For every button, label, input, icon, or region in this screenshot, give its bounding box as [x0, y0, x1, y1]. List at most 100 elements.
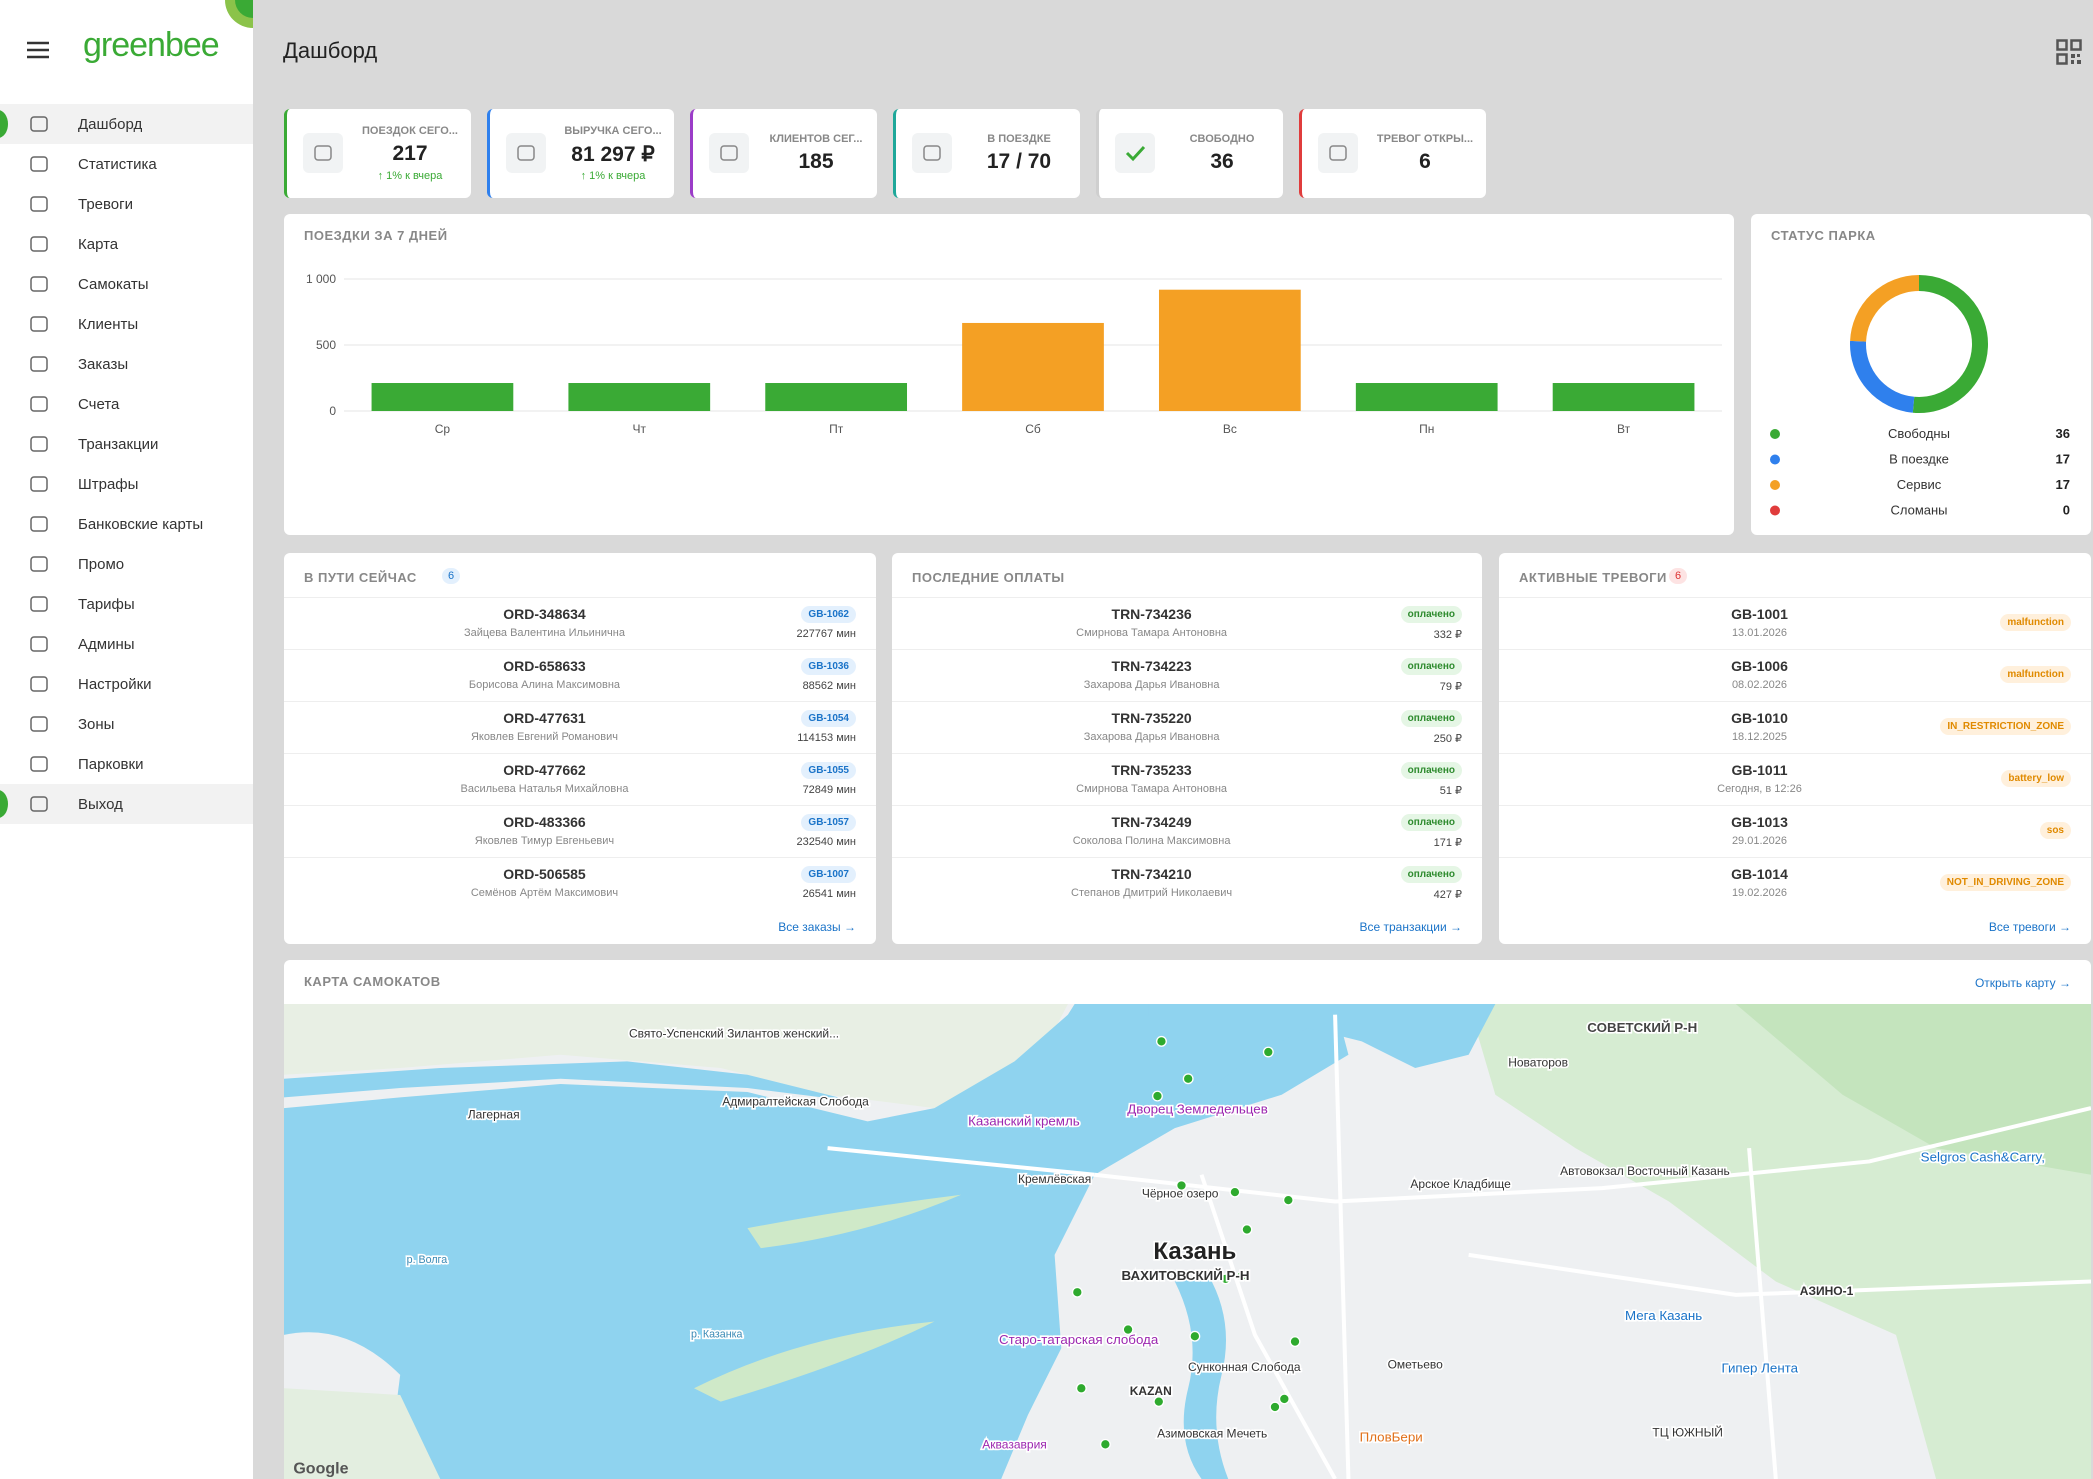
scooter-dot[interactable]	[1236, 1270, 1248, 1282]
nav-item[interactable]: Самокаты	[0, 264, 253, 304]
kpi-card[interactable]: КЛИЕНТОВ СЕГ... 185	[690, 109, 877, 198]
scooter-dot[interactable]	[1262, 1046, 1274, 1058]
scooter-dot[interactable]	[1282, 1194, 1294, 1206]
bar[interactable]	[1552, 383, 1695, 411]
list-row[interactable]: GB-1013 29.01.2026 sos	[1499, 805, 2091, 857]
legend-label: Сервис	[1897, 477, 1942, 492]
scooter-dot[interactable]	[1151, 1090, 1163, 1102]
scooter-dot[interactable]	[1099, 1438, 1111, 1450]
list-row[interactable]: ORD-658633 Борисова Алина Максимовна GB-10…	[284, 649, 876, 701]
list-row[interactable]: TRN-735220 Захарова Дарья Ивановна оплачен…	[892, 701, 1482, 753]
nav-item[interactable]: Выход	[0, 784, 253, 824]
donut-segment[interactable]	[1850, 275, 1920, 342]
donut-segment[interactable]	[1912, 275, 1988, 413]
nav-item[interactable]: Транзакции	[0, 424, 253, 464]
kpi-label: В ПОЕЗДКЕ	[987, 133, 1051, 145]
map-label: Автовокзал Восточный Казань	[1560, 1164, 1730, 1178]
nav-item[interactable]: Штрафы	[0, 464, 253, 504]
qr-button[interactable]	[2056, 39, 2082, 65]
view-all-link[interactable]: Все тревоги →	[1988, 920, 2071, 934]
kpi-icon	[506, 133, 546, 173]
nav-label: Банковские карты	[78, 516, 204, 533]
list-row[interactable]: ORD-477662 Васильева Наталья Михайловна GB…	[284, 753, 876, 805]
view-all-link[interactable]: Все заказы →	[778, 920, 856, 934]
nav-item[interactable]: Тревоги	[0, 184, 253, 224]
nav-item[interactable]: Админы	[0, 624, 253, 664]
donut-segment[interactable]	[1850, 340, 1915, 413]
list-row[interactable]: GB-1011 Сегодня, в 12:26 battery_low	[1499, 753, 2091, 805]
map-label: ТЦ ЮЖНЫЙ	[1652, 1424, 1722, 1439]
bar[interactable]	[1355, 383, 1498, 411]
list-row[interactable]: TRN-734223 Захарова Дарья Ивановна оплачен…	[892, 649, 1482, 701]
nav-icon	[30, 796, 48, 812]
list-row[interactable]: TRN-735233 Смирнова Тамара Антоновна оплач…	[892, 753, 1482, 805]
kpi-card[interactable]: ПОЕЗДОК СЕГО... 217 ↑ 1% к вчера	[284, 109, 471, 198]
scooter-dot[interactable]	[1182, 1073, 1194, 1085]
row-id: GB-1014	[1731, 866, 1788, 882]
scooter-dot[interactable]	[1269, 1401, 1281, 1413]
nav-item[interactable]: Статистика	[0, 144, 253, 184]
scooter-dot[interactable]	[1153, 1396, 1165, 1408]
scooter-dot[interactable]	[1122, 1324, 1134, 1336]
logo[interactable]: greenbee	[83, 26, 220, 64]
kpi-card[interactable]: ТРЕВОГ ОТКРЫ... 6	[1299, 109, 1486, 198]
nav-item[interactable]: Тарифы	[0, 584, 253, 624]
list-row[interactable]: GB-1006 08.02.2026 malfunction	[1499, 649, 2091, 701]
kpi-card[interactable]: ВЫРУЧКА СЕГО... 81 297 ₽ ↑ 1% к вчера	[487, 109, 674, 198]
row-extra: 232540 мин	[796, 836, 856, 848]
scooter-dot[interactable]	[1075, 1382, 1087, 1394]
list-row[interactable]: GB-1014 19.02.2026 NOT_IN_DRIVING_ZONE	[1499, 857, 2091, 909]
list-row[interactable]: ORD-477631 Яковлев Евгений Романович GB-10…	[284, 701, 876, 753]
row-sub: Сегодня, в 12:26	[1717, 783, 1802, 795]
list-row[interactable]: GB-1001 13.01.2026 malfunction	[1499, 597, 2091, 649]
view-all-link[interactable]: Все транзакции →	[1359, 920, 1462, 934]
panel-title: КАРТА САМОКАТОВ	[304, 974, 441, 989]
scooter-dot[interactable]	[1220, 1273, 1232, 1285]
nav-item[interactable]: Карта	[0, 224, 253, 264]
nav-item[interactable]: Заказы	[0, 344, 253, 384]
list-row[interactable]: ORD-483366 Яковлев Тимур Евгеньевич GB-105…	[284, 805, 876, 857]
nav-label: Заказы	[78, 356, 129, 373]
kpi-card[interactable]: СВОБОДНО 36	[1096, 109, 1283, 198]
nav-item[interactable]: Настройки	[0, 664, 253, 704]
scooter-dot[interactable]	[1071, 1286, 1083, 1298]
scooter-dot[interactable]	[1155, 1035, 1167, 1047]
scooter-dot[interactable]	[1189, 1330, 1201, 1342]
bar[interactable]	[568, 383, 711, 411]
list-row[interactable]: TRN-734210 Степанов Дмитрий Николаевич опл…	[892, 857, 1482, 909]
bar[interactable]	[962, 322, 1104, 411]
menu-button[interactable]	[26, 40, 50, 60]
row-extra: 250 ₽	[1433, 733, 1462, 745]
scooter-dot[interactable]	[1176, 1179, 1187, 1191]
nav-item[interactable]: Банковские карты	[0, 504, 253, 544]
icon-shape	[30, 596, 48, 612]
scooter-dot[interactable]	[1229, 1186, 1241, 1198]
list-row[interactable]: TRN-734236 Смирнова Тамара Антоновна оплач…	[892, 597, 1482, 649]
kpi-label: ПОЕЗДОК СЕГО...	[362, 125, 458, 137]
bar[interactable]	[765, 383, 908, 411]
bar[interactable]	[1158, 289, 1301, 411]
open-map-link[interactable]: Открыть карту →	[1974, 976, 2071, 990]
map[interactable]: Казань ВАХИТОВСКИЙ Р-Н СОВЕТСКИЙ Р-Н Казанс…	[284, 1004, 2091, 1479]
scooter-dot[interactable]	[1278, 1393, 1290, 1405]
nav-item[interactable]: Парковки	[0, 744, 253, 784]
nav-item[interactable]: Зоны	[0, 704, 253, 744]
nav-item[interactable]: Дашборд	[0, 104, 253, 144]
legend-label: В поездке	[1889, 452, 1949, 467]
nav-item[interactable]: Клиенты	[0, 304, 253, 344]
kpi-card[interactable]: В ПОЕЗДКЕ 17 / 70	[893, 109, 1080, 198]
list-row[interactable]: GB-1010 18.12.2025 IN_RESTRICTION_ZONE	[1499, 701, 2091, 753]
row-id: ORD-477631	[503, 710, 586, 726]
nav-label: Карта	[78, 236, 119, 253]
nav-item[interactable]: Промо	[0, 544, 253, 584]
bar[interactable]	[371, 383, 514, 411]
scooter-dot[interactable]	[1241, 1224, 1253, 1235]
row-id: TRN-734210	[1111, 866, 1192, 882]
x-tick-label: Чт	[633, 422, 647, 436]
nav-item[interactable]: Счета	[0, 384, 253, 424]
list-row[interactable]: TRN-734249 Соколова Полина Максимовна опла…	[892, 805, 1482, 857]
list-row[interactable]: ORD-348634 Зайцева Валентина Ильинична GB-…	[284, 597, 876, 649]
list-row[interactable]: ORD-506585 Семёнов Артём Максимович GB-100…	[284, 857, 876, 909]
scooter-dot[interactable]	[1289, 1336, 1301, 1348]
